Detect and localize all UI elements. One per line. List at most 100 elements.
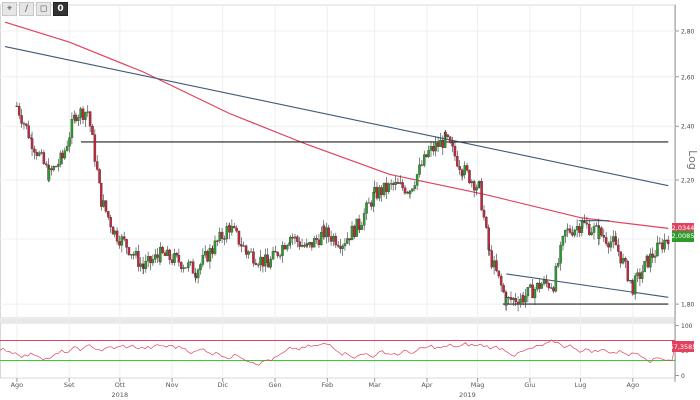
candle-body bbox=[502, 285, 505, 293]
candlestick bbox=[27, 120, 30, 140]
candle-body bbox=[220, 231, 224, 239]
candlestick bbox=[127, 246, 131, 257]
price-value-tag: 2,0344 bbox=[671, 222, 695, 234]
candlestick bbox=[578, 223, 581, 237]
candlestick bbox=[288, 234, 292, 249]
candlestick bbox=[256, 262, 260, 268]
candle-body bbox=[315, 238, 318, 240]
candlestick bbox=[382, 182, 386, 198]
candlestick bbox=[122, 231, 126, 242]
candle-body bbox=[223, 238, 226, 240]
candlestick bbox=[490, 245, 493, 270]
candlestick bbox=[149, 255, 152, 271]
candle-body bbox=[242, 245, 245, 247]
candle-body bbox=[480, 181, 483, 211]
candlestick bbox=[139, 257, 142, 272]
candlestick bbox=[194, 268, 197, 283]
candlestick bbox=[607, 241, 610, 254]
candle-body bbox=[348, 238, 351, 241]
candle-body bbox=[360, 225, 364, 230]
candle-body bbox=[213, 240, 217, 254]
price-tick-label: 2,60 bbox=[681, 74, 695, 81]
candlestick bbox=[142, 263, 145, 274]
crosshair-tool[interactable]: ⌖ bbox=[2, 2, 17, 16]
candlestick bbox=[93, 129, 97, 167]
candlestick bbox=[339, 239, 342, 254]
candlestick bbox=[509, 291, 513, 303]
candle-body bbox=[631, 279, 634, 284]
candlestick bbox=[653, 249, 657, 263]
candlestick bbox=[533, 286, 537, 306]
candle-body bbox=[40, 152, 43, 154]
candlestick bbox=[177, 248, 181, 267]
candlestick bbox=[380, 185, 383, 202]
candle-body bbox=[595, 225, 598, 227]
candle-body bbox=[561, 236, 565, 246]
candlestick bbox=[305, 242, 309, 249]
candlestick bbox=[191, 258, 195, 274]
candle-body bbox=[533, 288, 537, 299]
candlestick bbox=[196, 268, 200, 284]
candlestick bbox=[451, 136, 454, 153]
candle-body bbox=[201, 255, 205, 265]
candle-body bbox=[362, 213, 366, 226]
candle-body bbox=[194, 273, 197, 277]
price-tick-label: 2,40 bbox=[681, 124, 695, 131]
candle-body bbox=[100, 182, 103, 207]
candlestick bbox=[602, 228, 606, 242]
candle-body bbox=[375, 186, 379, 199]
candle-body bbox=[312, 238, 316, 248]
candle-body bbox=[296, 236, 299, 242]
candlestick bbox=[641, 264, 644, 283]
candle-body bbox=[271, 250, 275, 260]
candlestick bbox=[391, 181, 395, 191]
candlestick bbox=[609, 235, 613, 252]
candle-body bbox=[350, 225, 354, 241]
candle-body bbox=[536, 282, 539, 290]
month-label: Set bbox=[64, 381, 75, 389]
candle-body bbox=[585, 222, 589, 225]
candle-body bbox=[159, 246, 162, 262]
candlestick bbox=[25, 123, 28, 130]
candle-body bbox=[453, 146, 457, 157]
candlestick bbox=[458, 160, 461, 175]
candlestick bbox=[156, 248, 159, 263]
candle-body bbox=[571, 232, 574, 236]
month-label: Ott bbox=[115, 381, 126, 389]
candlestick bbox=[173, 248, 176, 266]
draw-line-tool[interactable]: ∕ bbox=[19, 2, 34, 16]
price-value-tag: 2,0085 bbox=[671, 230, 695, 242]
candlestick bbox=[86, 105, 90, 117]
candle-body bbox=[485, 217, 488, 228]
candle-body bbox=[458, 165, 461, 170]
candlestick bbox=[44, 161, 48, 168]
candlestick bbox=[547, 281, 551, 291]
candle-body bbox=[490, 250, 493, 268]
candlestick bbox=[600, 226, 603, 237]
candlestick bbox=[211, 245, 214, 259]
candle-body bbox=[444, 131, 447, 136]
eraser-tool[interactable]: ◻ bbox=[36, 2, 51, 16]
candlestick bbox=[141, 256, 145, 275]
candle-body bbox=[667, 239, 670, 245]
candlestick bbox=[580, 217, 584, 230]
candlestick bbox=[504, 291, 508, 311]
candlestick bbox=[526, 286, 530, 303]
candlestick bbox=[502, 283, 505, 294]
candle-body bbox=[310, 242, 314, 248]
candlestick bbox=[88, 110, 92, 133]
candlestick bbox=[413, 181, 417, 192]
candlestick bbox=[267, 258, 270, 268]
candlestick bbox=[663, 233, 666, 253]
candle-body bbox=[211, 252, 214, 254]
candlestick bbox=[461, 172, 464, 180]
candlestick bbox=[427, 145, 430, 159]
month-label: Mar bbox=[368, 381, 381, 389]
candle-body bbox=[264, 254, 267, 267]
candlestick bbox=[575, 219, 579, 238]
zero-button[interactable]: 0 bbox=[53, 2, 68, 16]
candle-body bbox=[184, 267, 188, 269]
candlestick bbox=[125, 238, 128, 254]
candle-body bbox=[70, 119, 74, 138]
